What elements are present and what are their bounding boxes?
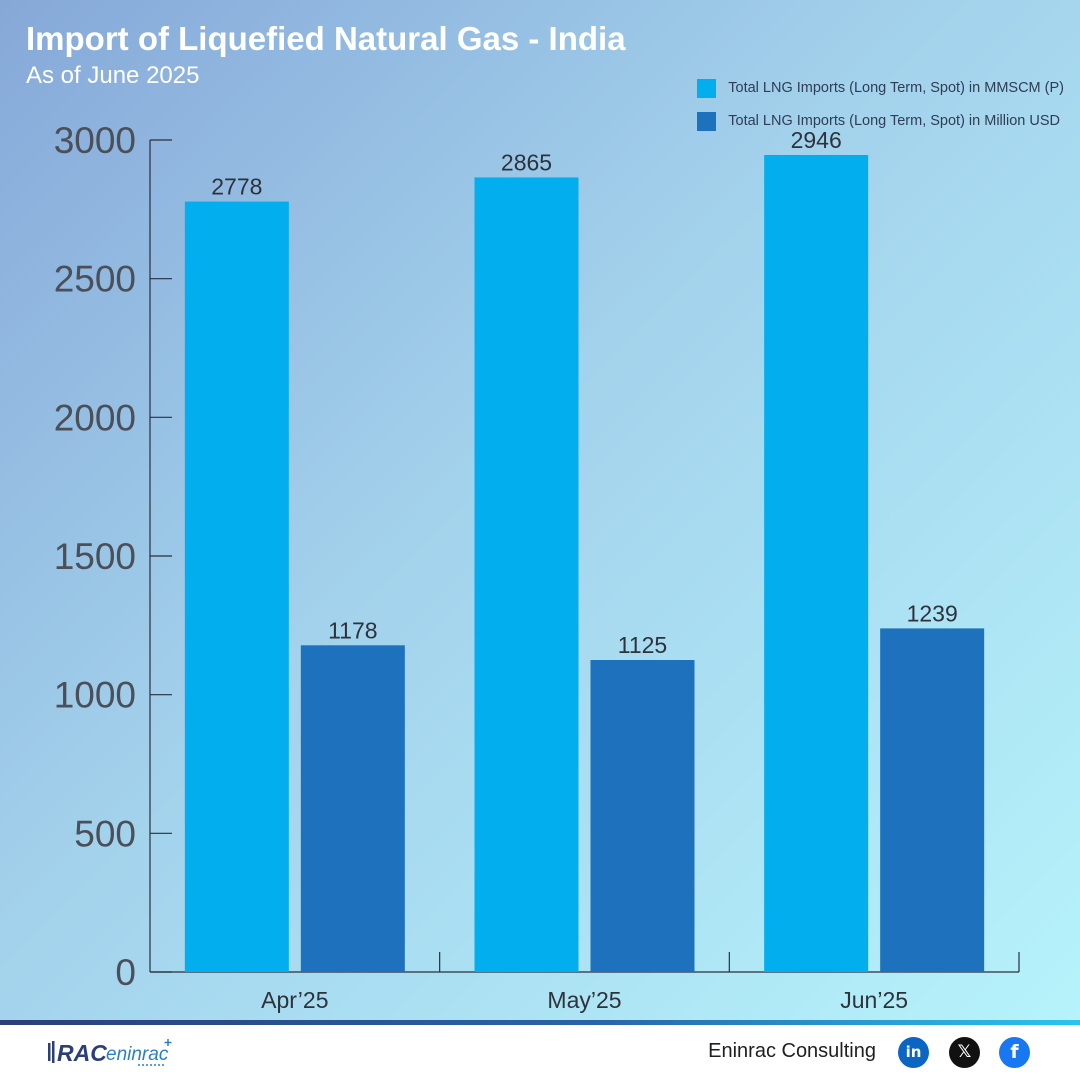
footer: RAC eninrac Eninrac Consulting in 𝕏 f	[0, 1025, 1080, 1080]
bar-chart: 0 500 1000 1500 2000 2500 3000 2778 1178 Apr’25 28…	[54, 120, 1020, 1013]
legend-swatch-value	[697, 111, 717, 131]
y-tick-label: 2500	[54, 259, 136, 300]
data-label: 1178	[328, 617, 377, 643]
legend-item-value: Total LNG Imports (Long Term, Spot) in M…	[697, 109, 1064, 133]
chart-title: Import of Liquefied Natural Gas - India	[26, 20, 626, 57]
bar-value	[300, 645, 405, 972]
eninrac-logo: RAC eninrac	[46, 1035, 186, 1074]
legend-swatch-volume	[697, 78, 717, 98]
y-tick-label: 3000	[54, 120, 136, 161]
bar-volume	[474, 177, 579, 972]
x-tick-label: Apr’25	[261, 987, 328, 1013]
data-label: 1125	[618, 632, 667, 658]
logo-text-eninrac: eninrac	[106, 1044, 169, 1065]
bar-value	[590, 660, 695, 972]
chart-subtitle: As of June 2025	[26, 62, 200, 89]
data-label: 2946	[791, 127, 842, 153]
footer-divider	[0, 1020, 1080, 1025]
y-tick-label: 1000	[54, 675, 136, 716]
y-tick-label: 0	[115, 952, 136, 993]
data-label: 2865	[501, 149, 552, 175]
y-tick-label: 500	[74, 813, 136, 854]
facebook-icon[interactable]: f	[999, 1037, 1030, 1068]
y-tick-label: 2000	[54, 397, 136, 438]
chart-canvas: Import of Liquefied Natural Gas - India …	[0, 0, 1080, 1022]
chart-legend: Total LNG Imports (Long Term, Spot) in M…	[697, 76, 1064, 142]
brand-name: Eninrac Consulting	[708, 1040, 876, 1062]
legend-item-volume: Total LNG Imports (Long Term, Spot) in M…	[697, 76, 1064, 100]
data-label: 1239	[907, 600, 958, 626]
linkedin-icon[interactable]: in	[898, 1037, 929, 1068]
bar-volume	[764, 154, 869, 972]
y-tick-label: 1500	[54, 536, 136, 577]
bar-value	[880, 628, 985, 972]
x-tick-label: May’25	[547, 987, 621, 1013]
logo-text-rac: RAC	[57, 1040, 107, 1066]
x-icon[interactable]: 𝕏	[949, 1037, 980, 1068]
legend-label-value: Total LNG Imports (Long Term, Spot) in M…	[728, 113, 1060, 129]
bar-volume	[184, 201, 289, 972]
x-tick-label: Jun’25	[840, 987, 908, 1013]
data-label: 2778	[211, 174, 262, 200]
legend-label-volume: Total LNG Imports (Long Term, Spot) in M…	[728, 80, 1064, 96]
